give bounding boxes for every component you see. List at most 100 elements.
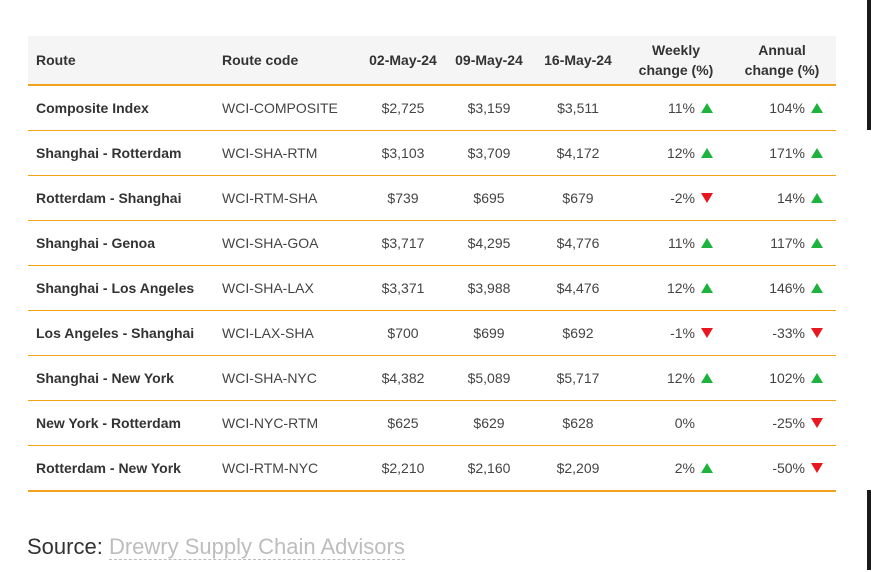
cell-route-code: WCI-LAX-SHA	[222, 310, 360, 356]
triangle-up-icon	[701, 283, 713, 293]
table-row: Shanghai - Genoa WCI-SHA-GOA $3,717 $4,295 $…	[28, 220, 836, 266]
cell-annual-change-group: 171%	[741, 145, 823, 161]
triangle-down-icon	[811, 418, 823, 428]
cell-route-code: WCI-SHA-NYC	[222, 355, 360, 401]
cell-weekly-change-group: 12%	[639, 370, 713, 386]
cell-weekly-change-value: 0%	[674, 415, 695, 431]
cell-date-2: $3,709	[446, 130, 532, 176]
cell-annual-change-group: -50%	[741, 460, 823, 476]
triangle-down-icon	[811, 463, 823, 473]
triangle-down-icon	[811, 328, 823, 338]
cell-date-2: $629	[446, 400, 532, 446]
cell-route-code: WCI-SHA-LAX	[222, 265, 360, 311]
table-row: Shanghai - New York WCI-SHA-NYC $4,382 $5,0…	[28, 355, 836, 401]
cell-date-3: $628	[532, 400, 624, 446]
cell-route: Rotterdam - New York	[28, 445, 222, 492]
header-weekly-change: Weekly change (%)	[624, 36, 728, 86]
cell-date-2: $5,089	[446, 355, 532, 401]
cell-annual-change: 104%	[728, 85, 836, 131]
table-row: New York - Rotterdam WCI-NYC-RTM $625 $629 $…	[28, 400, 836, 446]
triangle-up-icon	[701, 373, 713, 383]
cell-weekly-change-group: 2%	[639, 460, 713, 476]
cell-annual-change: -50%	[728, 445, 836, 492]
cell-route-code: WCI-SHA-RTM	[222, 130, 360, 176]
freight-rate-table: Route Route code 02-May-24 09-May-24 16-…	[28, 36, 836, 492]
cell-route: Los Angeles - Shanghai	[28, 310, 222, 356]
cell-weekly-change-group: 11%	[639, 100, 713, 116]
cell-route-code: WCI-RTM-SHA	[222, 175, 360, 221]
cell-annual-change-value: -33%	[772, 325, 805, 341]
cell-annual-change-value: 146%	[769, 280, 805, 296]
cell-weekly-change: 11%	[624, 220, 728, 266]
header-weekly-line1: Weekly	[652, 42, 700, 58]
cell-weekly-change: 12%	[624, 130, 728, 176]
cell-annual-change-value: -25%	[772, 415, 805, 431]
cell-annual-change-group: 14%	[741, 190, 823, 206]
cell-annual-change-value: 117%	[770, 235, 805, 251]
triangle-up-icon	[701, 148, 713, 158]
cell-weekly-change: -2%	[624, 175, 728, 221]
table-body: Composite Index WCI-COMPOSITE $2,725 $3,159…	[28, 85, 836, 492]
cell-route: Shanghai - New York	[28, 355, 222, 401]
cell-annual-change: 102%	[728, 355, 836, 401]
cell-annual-change-value: 14%	[776, 190, 805, 206]
cell-weekly-change-value: 11%	[668, 235, 695, 251]
cell-date-2: $2,160	[446, 445, 532, 492]
cell-date-1: $3,371	[360, 265, 446, 311]
cell-route: Composite Index	[28, 85, 222, 131]
cell-weekly-change-value: 11%	[668, 100, 695, 116]
cell-date-1: $739	[360, 175, 446, 221]
header-annual-line2: change (%)	[744, 62, 820, 78]
header-date-2: 09-May-24	[446, 36, 532, 86]
cell-weekly-change-group: -1%	[639, 325, 713, 341]
table-row: Los Angeles - Shanghai WCI-LAX-SHA $700 $69…	[28, 310, 836, 356]
cell-annual-change: -25%	[728, 400, 836, 446]
cell-annual-change-value: 171%	[769, 145, 805, 161]
header-weekly-line2: change (%)	[638, 62, 714, 78]
cell-date-1: $2,210	[360, 445, 446, 492]
header-route-code: Route code	[222, 36, 360, 86]
cell-route-code: WCI-NYC-RTM	[222, 400, 360, 446]
triangle-up-icon	[811, 283, 823, 293]
header-route: Route	[28, 36, 222, 86]
cell-date-3: $2,209	[532, 445, 624, 492]
cell-annual-change-value: 104%	[769, 100, 805, 116]
table-row: Shanghai - Los Angeles WCI-SHA-LAX $3,371 $…	[28, 265, 836, 311]
cell-annual-change-group: 117%	[741, 235, 823, 251]
cell-weekly-change-group: 12%	[639, 280, 713, 296]
source-link[interactable]: Drewry Supply Chain Advisors	[108, 534, 405, 560]
cell-route: Shanghai - Los Angeles	[28, 265, 222, 311]
triangle-up-icon	[811, 193, 823, 203]
cell-date-2: $4,295	[446, 220, 532, 266]
cell-date-2: $3,159	[446, 85, 532, 131]
cell-date-3: $679	[532, 175, 624, 221]
cell-date-1: $3,103	[360, 130, 446, 176]
table-header-row: Route Route code 02-May-24 09-May-24 16-…	[28, 36, 836, 86]
cell-annual-change: -33%	[728, 310, 836, 356]
table-row: Shanghai - Rotterdam WCI-SHA-RTM $3,103 $3,…	[28, 130, 836, 176]
cell-weekly-change-value: 12%	[666, 280, 695, 296]
triangle-up-icon	[701, 103, 713, 113]
cell-weekly-change-value: -2%	[670, 190, 695, 206]
triangle-up-icon	[701, 463, 713, 473]
triangle-up-icon	[811, 238, 823, 248]
cell-weekly-change-group: -2%	[639, 190, 713, 206]
triangle-down-icon	[701, 328, 713, 338]
cell-weekly-change: 11%	[624, 85, 728, 131]
triangle-up-icon	[811, 373, 823, 383]
source-line: Source: Drewry Supply Chain Advisors	[27, 534, 405, 560]
cell-date-1: $2,725	[360, 85, 446, 131]
triangle-down-icon	[701, 193, 713, 203]
cell-date-3: $5,717	[532, 355, 624, 401]
cell-route: Shanghai - Genoa	[28, 220, 222, 266]
table-row: Composite Index WCI-COMPOSITE $2,725 $3,159…	[28, 85, 836, 131]
right-edge-content-panel	[866, 130, 871, 490]
cell-weekly-change: 12%	[624, 355, 728, 401]
cell-weekly-change-value: 12%	[666, 370, 695, 386]
cell-annual-change-group: 102%	[741, 370, 823, 386]
cell-weekly-change-value: -1%	[670, 325, 695, 341]
freight-rate-table-container: Route Route code 02-May-24 09-May-24 16-…	[28, 36, 836, 492]
cell-route: Rotterdam - Shanghai	[28, 175, 222, 221]
cell-route-code: WCI-SHA-GOA	[222, 220, 360, 266]
cell-weekly-change: 12%	[624, 265, 728, 311]
